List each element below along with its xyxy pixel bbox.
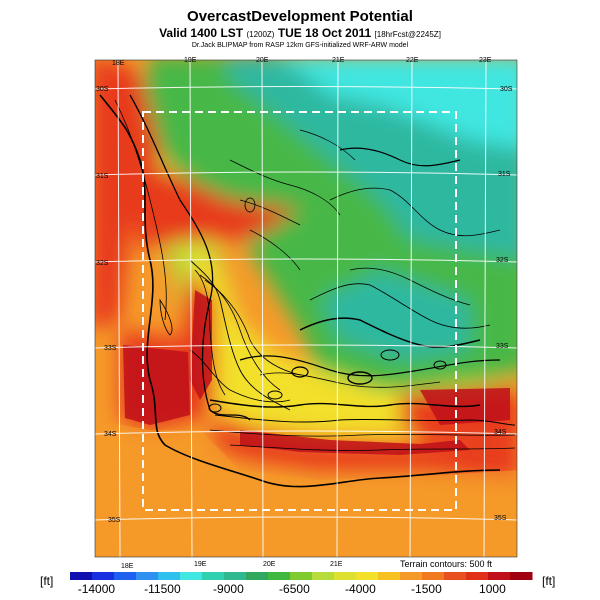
lon-labels-top: 18E 19E 20E 21E 22E 23E (112, 57, 492, 67)
map-frame (94, 59, 518, 558)
lat-label: 33S (104, 345, 117, 352)
colorbar-tick-label: -4000 (345, 582, 376, 596)
colorbar-swatch (224, 572, 247, 580)
lat-label: 35S (494, 515, 507, 522)
colorbar-swatch (422, 572, 445, 580)
colorbar-ticks: -14000 -11500 -9000 -6500 -4000 -1500 1000 (78, 582, 506, 596)
lat-label: 34S (494, 429, 507, 436)
lon-label: 21E (332, 57, 345, 64)
lat-labels-left: 30S 31S 32S 33S 34S 35S (96, 86, 121, 524)
colorbar-swatch (136, 572, 159, 580)
colorbar-swatch (180, 572, 203, 580)
graticule (94, 59, 518, 558)
colorbar-swatch (444, 572, 467, 580)
lon-label: 20E (263, 561, 276, 568)
lat-label: 33S (496, 343, 509, 350)
lon-label: 21E (330, 561, 343, 568)
colorbar-tick-label: -1500 (411, 582, 442, 596)
valid-time: Valid 1400 LST (159, 26, 244, 40)
colorbar-swatch (466, 572, 489, 580)
colorbar-swatch (70, 572, 93, 580)
colorbar-swatch (400, 572, 423, 580)
colorbar-swatch (334, 572, 357, 580)
valid-time-line: Valid 1400 LST (1200Z) TUE 18 Oct 2011 [… (0, 26, 600, 40)
colorbar-swatch (312, 572, 335, 580)
lon-label: 18E (112, 60, 125, 67)
lat-label: 31S (96, 173, 109, 180)
terrain-note: Terrain contours: 500 ft (400, 559, 493, 569)
colorbar-swatch (378, 572, 401, 580)
lon-label: 18E (121, 563, 134, 570)
lat-label: 32S (496, 257, 509, 264)
colorbar-swatch (246, 572, 269, 580)
utc-time: (1200Z) (246, 30, 275, 39)
lat-label: 35S (108, 517, 121, 524)
lat-label: 34S (104, 431, 117, 438)
map-title: OvercastDevelopment Potential (187, 8, 413, 25)
colorbar (70, 572, 533, 580)
colorbar-swatch (510, 572, 533, 580)
lon-label: 19E (194, 561, 207, 568)
lon-labels-bottom: 18E 19E 20E 21E (121, 561, 343, 570)
colorbar-swatch (114, 572, 137, 580)
lat-label: 30S (96, 86, 109, 93)
colorbar-swatch (202, 572, 225, 580)
colorbar-tick-label: -14000 (78, 582, 116, 596)
colorbar-tick-label: -11500 (144, 582, 181, 596)
colorbar-swatch (268, 572, 291, 580)
inner-domain-box (142, 111, 457, 511)
lat-labels-right: 30S 31S 32S 33S 34S 35S (494, 86, 513, 522)
colorbar-unit-left: [ft] (40, 574, 54, 588)
colorbar-tick-label: -6500 (279, 582, 310, 596)
colorbar-swatch (290, 572, 313, 580)
colorbar-unit-right: [ft] (542, 574, 556, 588)
lon-label: 20E (256, 57, 269, 64)
lat-label: 32S (96, 260, 109, 267)
colorbar-tick-label: 1000 (479, 582, 506, 596)
potential-field (95, 60, 517, 557)
colorbar-swatch (488, 572, 511, 580)
lon-label: 22E (406, 57, 419, 64)
valid-date: TUE 18 Oct 2011 (277, 26, 372, 40)
colorbar-swatch (356, 572, 379, 580)
lon-label: 23E (479, 57, 492, 64)
colorbar-swatch (158, 572, 181, 580)
lon-label: 19E (184, 57, 197, 64)
colorbar-tick-label: -9000 (213, 582, 244, 596)
colorbar-swatch (92, 572, 115, 580)
lat-label: 30S (500, 86, 513, 93)
lat-label: 31S (498, 171, 511, 178)
forecast-info: [18hrFcst@2245Z] (374, 30, 441, 39)
model-credit: Dr.Jack BLIPMAP from RASP 12km GFS-initi… (191, 42, 409, 49)
